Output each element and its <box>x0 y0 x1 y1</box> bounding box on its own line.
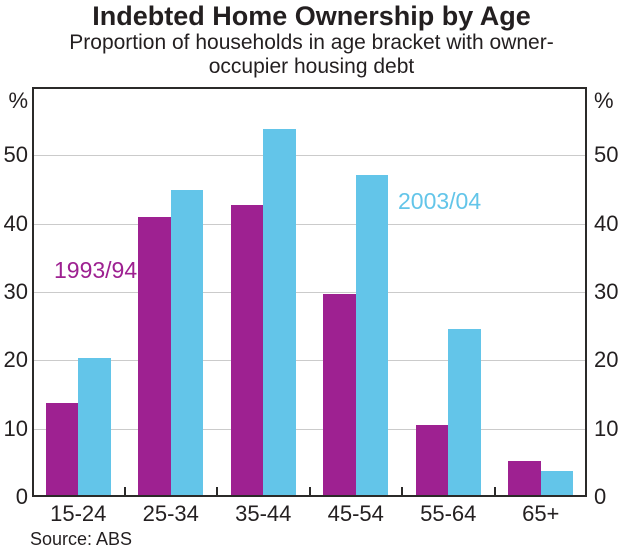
gridline-30 <box>34 292 585 293</box>
y-axis-label-right-10: 10 <box>594 416 619 441</box>
x-axis-label-25-34: 25-34 <box>142 501 199 526</box>
gridline-50 <box>34 155 585 156</box>
y-axis-label-right-20: 20 <box>594 347 619 372</box>
chart-subtitle: Proportion of households in age bracket … <box>0 31 623 79</box>
y-axis-label-left-10: 10 <box>3 416 28 441</box>
y-axis-label-right-0: 0 <box>594 484 607 509</box>
bar-1993-94-25-34 <box>138 216 171 495</box>
bar-1993-94-65 <box>508 460 541 495</box>
chart-subtitle-line2: occupier housing debt <box>208 55 415 78</box>
bar-1993-94-45-54 <box>323 294 356 495</box>
bar-1993-94-15-24 <box>45 403 79 495</box>
x-axis-label-55-64: 55-64 <box>420 501 477 526</box>
x-axis-label-15-24: 15-24 <box>50 501 107 526</box>
bar-1993-94-35-44 <box>230 204 264 495</box>
y-axis-label-left-40: 40 <box>3 211 28 236</box>
bar-1993-94-55-64 <box>415 424 449 495</box>
x-axis-tick <box>216 487 218 495</box>
bar-2003-04-65 <box>540 471 574 495</box>
chart-title: Indebted Home Ownership by Age <box>92 1 531 31</box>
series-label-2003-04: 2003/04 <box>398 188 482 214</box>
x-axis-tick <box>401 487 403 495</box>
series-label-1993-94: 1993/94 <box>54 257 138 283</box>
bar-2003-04-25-34 <box>170 190 204 495</box>
bar-2003-04-55-64 <box>448 328 481 495</box>
bar-2003-04-35-44 <box>263 129 296 495</box>
y-axis-label-left-20: 20 <box>3 347 28 372</box>
gridline-10 <box>34 429 585 430</box>
bar-2003-04-45-54 <box>355 174 389 495</box>
x-axis-label-65: 65+ <box>522 501 560 526</box>
x-axis-tick <box>123 487 126 495</box>
y-axis-label-left-50: 50 <box>3 142 28 167</box>
gridline-20 <box>34 360 585 361</box>
y-axis-label-left-unit: % <box>8 88 28 113</box>
source-note: Source: ABS <box>30 529 133 548</box>
gridline-40 <box>34 224 585 225</box>
x-axis-label-45-54: 45-54 <box>327 501 384 526</box>
x-axis-tick <box>308 487 311 495</box>
y-axis-label-right-50: 50 <box>594 142 619 167</box>
bar-2003-04-15-24 <box>78 358 111 495</box>
y-axis-label-right-unit: % <box>594 88 614 113</box>
chart-subtitle-line1: Proportion of households in age bracket … <box>69 31 554 54</box>
y-axis-label-right-30: 30 <box>594 279 619 304</box>
y-axis-label-left-0: 0 <box>15 484 28 509</box>
x-axis-tick <box>493 487 496 495</box>
y-axis-label-right-40: 40 <box>594 211 619 236</box>
x-axis-label-35-44: 35-44 <box>235 501 292 526</box>
y-axis-label-left-30: 30 <box>3 279 28 304</box>
